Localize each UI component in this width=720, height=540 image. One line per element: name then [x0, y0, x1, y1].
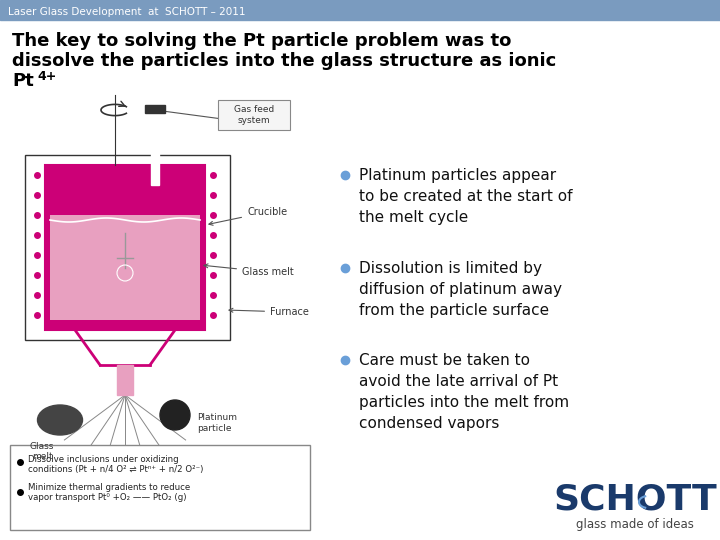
Bar	[0, 0, 720, 20]
Text: Furnace: Furnace	[229, 307, 309, 317]
Text: dissolve the particles into the glass structure as ionic: dissolve the particles into the glass st…	[12, 52, 557, 70]
Bar	[10, 445, 310, 530]
Text: SCHOTT: SCHOTT	[553, 483, 717, 517]
Text: Dissolve inclusions under oxidizing
conditions (Pt + n/4 O² ⇌ Ptⁿ⁺ + n/2 O²⁻): Dissolve inclusions under oxidizing cond…	[28, 455, 203, 475]
Text: 4+: 4+	[37, 70, 56, 83]
Text: Glass
melt: Glass melt	[30, 442, 54, 461]
Text: Platinum particles appear
to be created at the start of
the melt cycle: Platinum particles appear to be created …	[359, 168, 572, 225]
Text: Crucible: Crucible	[209, 207, 287, 225]
Text: Laser Glass Development  at  SCHOTT – 2011: Laser Glass Development at SCHOTT – 2011	[8, 7, 246, 17]
Ellipse shape	[37, 405, 83, 435]
Text: The key to solving the Pt particle problem was to: The key to solving the Pt particle probl…	[12, 32, 511, 50]
Text: glass made of ideas: glass made of ideas	[576, 518, 694, 531]
Bar	[50, 215, 200, 320]
Bar	[117, 365, 133, 395]
Text: Care must be taken to
avoid the late arrival of Pt
particles into the melt from
: Care must be taken to avoid the late arr…	[359, 353, 569, 431]
Bar	[45, 165, 205, 330]
Bar	[218, 100, 290, 130]
Bar	[151, 110, 159, 185]
Text: Gas feed
system: Gas feed system	[234, 105, 274, 125]
Bar	[25, 155, 230, 340]
Circle shape	[160, 400, 190, 430]
Text: Pt: Pt	[12, 72, 34, 90]
Bar	[145, 105, 165, 113]
Text: Dissolution is limited by
diffusion of platinum away
from the particle surface: Dissolution is limited by diffusion of p…	[359, 261, 562, 318]
Text: Minimize thermal gradients to reduce
vapor transport Pt⁰ +O₂ —— PtO₂ (g): Minimize thermal gradients to reduce vap…	[28, 483, 190, 502]
Text: Platinum
particle: Platinum particle	[197, 413, 237, 433]
Text: Glass melt: Glass melt	[204, 264, 294, 277]
